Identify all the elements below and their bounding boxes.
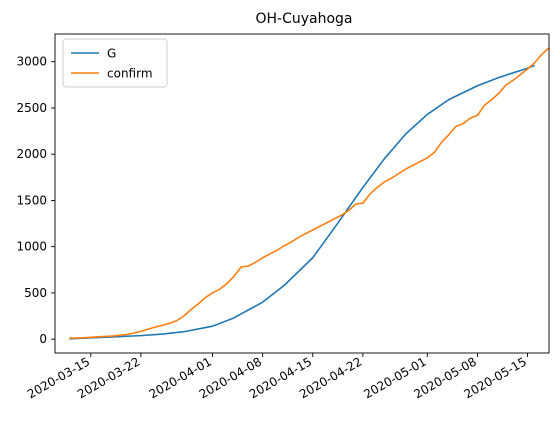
y-tick-label: 1000 xyxy=(16,240,47,254)
plot-area xyxy=(69,47,550,340)
y-tick-label: 500 xyxy=(24,286,47,300)
y-tick-label: 1500 xyxy=(16,193,47,207)
y-tick-label: 3000 xyxy=(16,55,47,69)
series-line-G xyxy=(69,64,535,340)
series-line-confirm xyxy=(69,47,550,340)
plot-frame xyxy=(54,33,550,354)
legend-label-G: G xyxy=(107,47,116,61)
legend-label-confirm: confirm xyxy=(107,67,153,81)
y-tick-label: 2000 xyxy=(16,147,47,161)
legend-box xyxy=(62,38,168,88)
y-tick-label: 2500 xyxy=(16,101,47,115)
y-tick-label: 0 xyxy=(39,332,47,346)
chart-title: OH-Cuyahoga xyxy=(255,11,352,27)
